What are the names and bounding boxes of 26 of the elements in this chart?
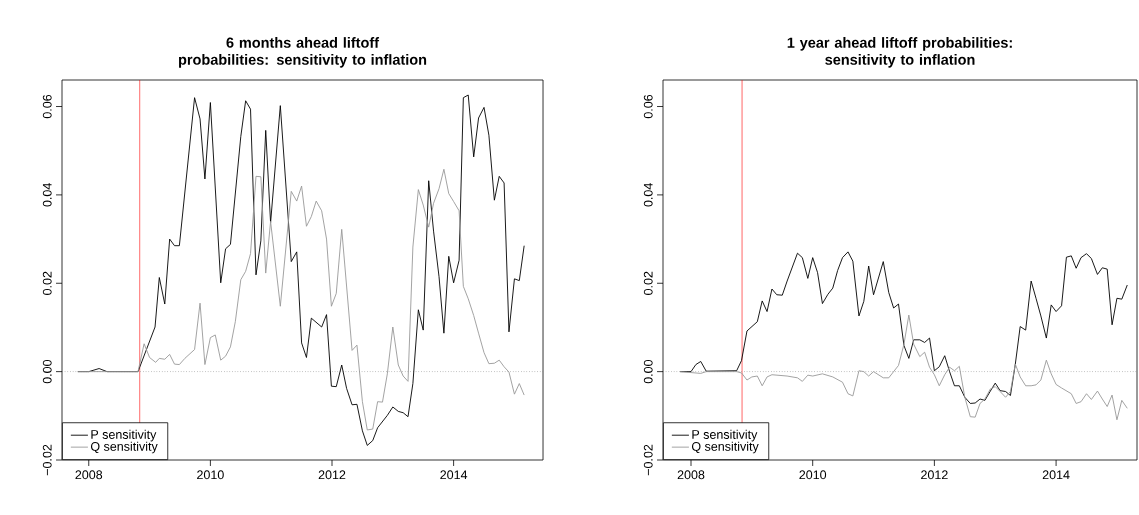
x-tick-label: 2010 [197, 470, 224, 480]
y-tick-label: 0.02 [643, 271, 653, 295]
y-tick-label: 0.04 [643, 183, 653, 207]
line-series [679, 314, 1128, 421]
chart-title: 6 months ahead liftoff probabilities: sensitivity to inflation [179, 37, 427, 68]
y-tick-label: −0.02 [42, 444, 52, 476]
line-series [77, 168, 525, 431]
chart-title: 1 year ahead liftoff probabilities: sensitivity to inflation [787, 37, 1012, 68]
legend-label: Q sensitivity [691, 441, 759, 454]
y-tick-label: 0.06 [42, 94, 52, 119]
x-tick-label: 2010 [799, 470, 827, 480]
y-tick-label: 0.02 [42, 271, 52, 295]
y-tick-label: 0.00 [42, 359, 52, 384]
x-tick-label: 2008 [677, 470, 705, 480]
y-tick-label: 0.04 [42, 183, 52, 207]
legend-label: P sensitivity [91, 429, 157, 442]
x-tick-label: 2014 [440, 470, 468, 480]
x-tick-label: 2012 [318, 470, 346, 480]
legend-label: Q sensitivity [90, 441, 158, 454]
x-tick-label: 2014 [1042, 470, 1070, 480]
legend-label: P sensitivity [692, 429, 758, 442]
y-tick-label: 0.00 [643, 359, 653, 384]
x-tick-label: 2012 [921, 470, 948, 480]
y-tick-label: −0.02 [643, 444, 653, 476]
x-tick-label: 2008 [75, 470, 103, 480]
y-tick-label: 0.06 [643, 94, 653, 119]
